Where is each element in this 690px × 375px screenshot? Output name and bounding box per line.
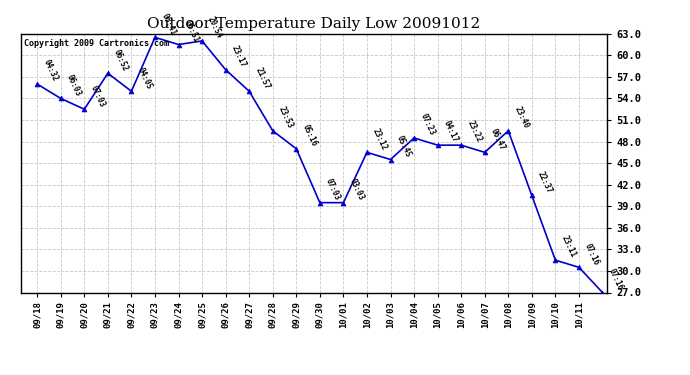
Text: 20:54: 20:54 bbox=[206, 15, 224, 40]
Text: 04:17: 04:17 bbox=[442, 120, 460, 144]
Text: 07:23: 07:23 bbox=[418, 112, 436, 137]
Text: 07:03: 07:03 bbox=[324, 177, 342, 202]
Text: 06:03: 06:03 bbox=[65, 73, 83, 98]
Title: Outdoor Temperature Daily Low 20091012: Outdoor Temperature Daily Low 20091012 bbox=[148, 17, 480, 31]
Text: 21:57: 21:57 bbox=[253, 66, 271, 90]
Text: 07:16: 07:16 bbox=[583, 242, 601, 267]
Text: 23:12: 23:12 bbox=[371, 127, 389, 152]
Text: 23:40: 23:40 bbox=[513, 105, 531, 130]
Text: 04:32: 04:32 bbox=[41, 58, 59, 83]
Text: 05:16: 05:16 bbox=[301, 123, 319, 148]
Text: 07:03: 07:03 bbox=[88, 84, 106, 108]
Text: 23:11: 23:11 bbox=[560, 234, 578, 259]
Text: 23:53: 23:53 bbox=[277, 105, 295, 130]
Text: 23:17: 23:17 bbox=[230, 44, 248, 69]
Text: 07:16: 07:16 bbox=[607, 267, 624, 292]
Text: 23:22: 23:22 bbox=[465, 120, 483, 144]
Text: 04:05: 04:05 bbox=[136, 66, 154, 90]
Text: 05:45: 05:45 bbox=[395, 134, 413, 159]
Text: 06:47: 06:47 bbox=[489, 127, 507, 152]
Text: 22:37: 22:37 bbox=[536, 170, 554, 195]
Text: 03:03: 03:03 bbox=[348, 177, 366, 202]
Text: 06:51: 06:51 bbox=[183, 19, 201, 44]
Text: 06:52: 06:52 bbox=[112, 48, 130, 72]
Text: 06:41: 06:41 bbox=[159, 12, 177, 36]
Text: Copyright 2009 Cartronics.com: Copyright 2009 Cartronics.com bbox=[23, 39, 168, 48]
